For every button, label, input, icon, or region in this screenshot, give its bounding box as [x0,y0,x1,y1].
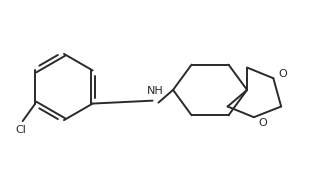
Text: NH: NH [147,86,164,96]
Text: Cl: Cl [15,125,26,135]
Text: O: O [259,118,268,128]
Text: O: O [278,69,287,79]
